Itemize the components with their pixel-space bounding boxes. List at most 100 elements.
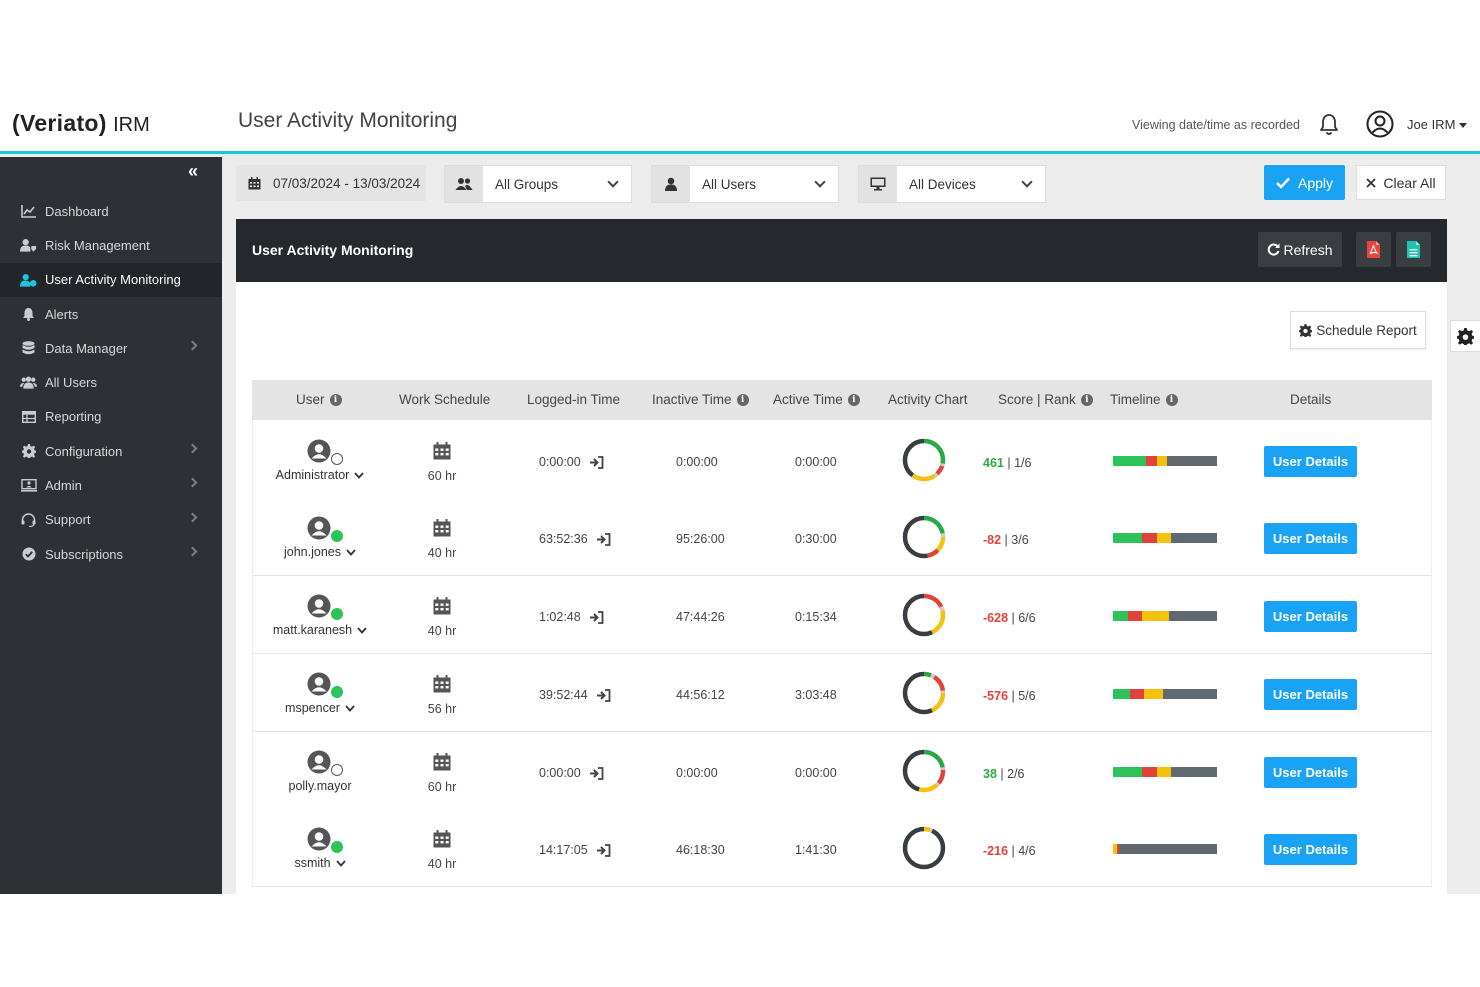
user-dropdown[interactable]: mspencer [253, 701, 387, 715]
activity-timeline-bar[interactable] [1113, 533, 1217, 543]
calendar-icon [433, 597, 451, 615]
user-details-button[interactable]: User Details [1264, 679, 1357, 710]
user-details-button[interactable]: User Details [1264, 834, 1357, 865]
column-header-score-rank[interactable]: Score | Rank i [998, 392, 1093, 407]
document-file-icon [1407, 241, 1420, 258]
column-header-timeline[interactable]: Timeline i [1110, 392, 1178, 407]
work-schedule-hours: 40 hr [427, 624, 457, 638]
settings-side-tab[interactable] [1450, 320, 1480, 352]
timeline-segment [1113, 689, 1130, 699]
users-icon [20, 374, 37, 391]
activity-timeline-bar[interactable] [1113, 689, 1217, 699]
logo[interactable]: (Veriato) IRM [12, 110, 150, 137]
bell-icon[interactable] [1318, 113, 1340, 137]
user-avatar-icon [307, 827, 331, 851]
activity-timeline-bar[interactable] [1113, 456, 1217, 466]
user-dropdown[interactable]: Administrator [253, 468, 387, 482]
timeline-segment [1142, 611, 1170, 621]
schedule-report-button[interactable]: Schedule Report [1290, 311, 1426, 349]
sidebar-item-dashboard[interactable]: Dashboard [0, 194, 222, 228]
export-pdf-button[interactable] [1356, 232, 1391, 267]
column-header-activity-chart[interactable]: Activity Chart [888, 392, 968, 407]
sidebar-item-all-users[interactable]: All Users [0, 365, 222, 399]
timeline-segment [1142, 767, 1157, 777]
calendar-icon [433, 753, 451, 771]
column-header-active[interactable]: Active Time i [773, 392, 860, 407]
panel-title: User Activity Monitoring [252, 242, 414, 258]
timeline-segment [1117, 844, 1120, 854]
score-value: -576 [983, 689, 1009, 703]
info-icon[interactable]: i [329, 393, 342, 406]
column-label: Activity Chart [888, 392, 968, 407]
gear-icon [20, 443, 37, 460]
activity-donut-chart[interactable] [901, 748, 947, 794]
sidebar-item-label: Subscriptions [45, 546, 124, 562]
devices-select[interactable]: All Devices [858, 165, 1046, 203]
calendar-icon [433, 442, 451, 460]
sidebar-item-data-manager[interactable]: Data Manager [0, 331, 222, 365]
info-icon[interactable]: i [1080, 393, 1093, 406]
user-details-button[interactable]: User Details [1264, 601, 1357, 632]
work-schedule-hours: 60 hr [427, 469, 457, 483]
inactive-time: 47:44:26 [676, 610, 725, 624]
user-dropdown[interactable]: john.jones [253, 545, 387, 559]
info-icon[interactable]: i [736, 393, 749, 406]
info-icon[interactable]: i [1165, 393, 1178, 406]
presence-status-icon [331, 764, 343, 776]
column-header-work-schedule[interactable]: Work Schedule [399, 392, 490, 407]
column-header-user[interactable]: User i [296, 392, 342, 407]
bell-icon [20, 306, 37, 323]
date-range-picker[interactable]: 07/03/2024 - 13/03/2024 [236, 165, 426, 201]
column-header-details[interactable]: Details [1290, 392, 1331, 407]
sidebar-item-label: Alerts [45, 306, 79, 322]
sidebar-item-admin[interactable]: Admin [0, 468, 222, 502]
activity-donut-chart[interactable] [901, 514, 947, 560]
clear-all-button[interactable]: Clear All [1356, 165, 1446, 200]
active-time: 1:41:30 [795, 843, 837, 857]
sidebar-item-user-activity-monitoring[interactable]: User Activity Monitoring [0, 262, 222, 297]
column-label: Work Schedule [399, 392, 491, 407]
timeline-segment [1169, 611, 1217, 621]
activity-timeline-bar[interactable] [1113, 611, 1217, 621]
sidebar-item-support[interactable]: Support [0, 503, 222, 537]
user-details-button[interactable]: User Details [1264, 523, 1357, 554]
apply-button[interactable]: Apply [1264, 165, 1345, 200]
export-csv-button[interactable] [1396, 232, 1431, 267]
column-label: Score | Rank [998, 392, 1076, 407]
activity-donut-chart[interactable] [901, 437, 947, 483]
user-account-icon[interactable] [1366, 110, 1394, 138]
activity-donut-chart[interactable] [901, 670, 947, 716]
user-dropdown[interactable]: polly.mayor [253, 779, 387, 793]
column-label: Timeline [1110, 392, 1161, 407]
collapse-sidebar-icon[interactable]: « [188, 161, 199, 181]
activity-donut-chart[interactable] [901, 825, 947, 871]
user-details-button[interactable]: User Details [1264, 757, 1357, 788]
active-time: 0:30:00 [795, 532, 837, 546]
support-icon [20, 511, 37, 528]
user-details-button[interactable]: User Details [1264, 446, 1357, 477]
user-dropdown[interactable]: matt.karanesh [253, 623, 387, 637]
info-icon[interactable]: i [847, 393, 860, 406]
column-header-inactive[interactable]: Inactive Time i [652, 392, 749, 407]
sidebar-item-configuration[interactable]: Configuration [0, 434, 222, 468]
score-rank: 38 | 2/6 [983, 767, 1025, 781]
schedule-report-label: Schedule Report [1316, 322, 1417, 338]
logged-in-value: 1:02:48 [539, 610, 581, 624]
column-label: Logged-in Time [527, 392, 621, 407]
table-row: john.jones 40 hr 63:52:36 95:26:00 0:30:00 -8… [252, 498, 1432, 576]
sidebar-item-risk-management[interactable]: Risk Management [0, 228, 222, 262]
user-dropdown[interactable]: ssmith [253, 856, 387, 870]
sidebar-item-alerts[interactable]: Alerts [0, 297, 222, 331]
groups-select[interactable]: All Groups [444, 165, 632, 203]
user-menu[interactable]: Joe IRM [1407, 117, 1468, 132]
column-header-logged-in[interactable]: Logged-in Time [527, 392, 620, 407]
activity-timeline-bar[interactable] [1113, 844, 1217, 854]
sidebar-item-subscriptions[interactable]: Subscriptions [0, 537, 222, 571]
sidebar-item-reporting[interactable]: Reporting [0, 400, 222, 434]
activity-timeline-bar[interactable] [1113, 767, 1217, 777]
column-label: Active Time [773, 392, 843, 407]
refresh-button[interactable]: Refresh [1258, 232, 1342, 267]
group-icon [445, 166, 483, 202]
users-select[interactable]: All Users [651, 165, 839, 203]
activity-donut-chart[interactable] [901, 592, 947, 638]
